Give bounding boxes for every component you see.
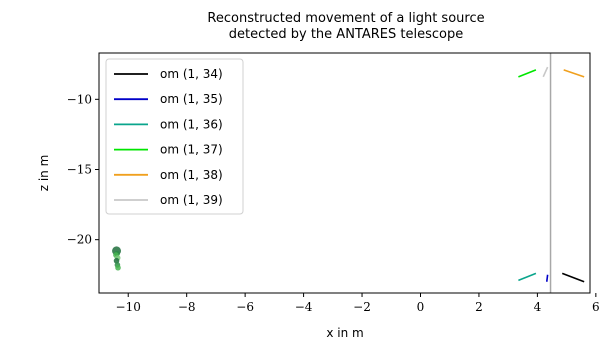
chart-title-line-2: detected by the ANTARES telescope [229, 27, 463, 42]
legend-label-1: om (1, 35) [160, 92, 223, 106]
y-tick-label-1: −15 [67, 162, 92, 176]
x-axis-label: x in m [326, 326, 363, 340]
legend-label-0: om (1, 34) [160, 67, 223, 81]
plot-frame [98, 52, 591, 294]
x-tick-label-3: −4 [295, 300, 313, 314]
series-4-segment-0 [563, 69, 585, 78]
y-tick-label-0: −10 [67, 92, 92, 106]
x-tick-label-4: −2 [353, 300, 371, 314]
series-3-segment-0 [518, 69, 537, 78]
legend-label-5: om (1, 39) [160, 193, 223, 207]
x-axis: −10 −8 −6 −4 −2 0 2 4 6 [116, 293, 600, 314]
y-tick-label-2: −20 [67, 233, 92, 247]
series-5-segment-0 [542, 66, 549, 78]
series-0-segment-0 [561, 272, 585, 283]
series-1-segment-0 [545, 274, 549, 282]
legend-label-2: om (1, 36) [160, 117, 223, 131]
legend-label-3: om (1, 37) [160, 143, 223, 157]
legend-label-4: om (1, 38) [160, 168, 223, 182]
chart-title-line-1: Reconstructed movement of a light source [207, 11, 484, 26]
x-tick-label-7: 4 [534, 300, 542, 314]
y-axis-label: z in m [37, 155, 51, 192]
x-tick-label-6: 2 [475, 300, 483, 314]
y-axis: −10 −15 −20 [67, 92, 99, 247]
x-tick-label-2: −6 [236, 300, 254, 314]
x-tick-label-8: 6 [592, 300, 600, 314]
x-tick-label-0: −10 [116, 300, 141, 314]
series-2-segment-0 [518, 272, 537, 282]
x-tick-label-1: −8 [178, 300, 196, 314]
legend: om (1, 34) om (1, 35) om (1, 36) om (1, 37)… [105, 58, 244, 215]
cluster-point-4 [113, 257, 120, 264]
plot-area [112, 53, 585, 293]
x-tick-label-5: 0 [417, 300, 425, 314]
legend-box [105, 58, 244, 215]
cluster-point-6 [115, 264, 121, 271]
